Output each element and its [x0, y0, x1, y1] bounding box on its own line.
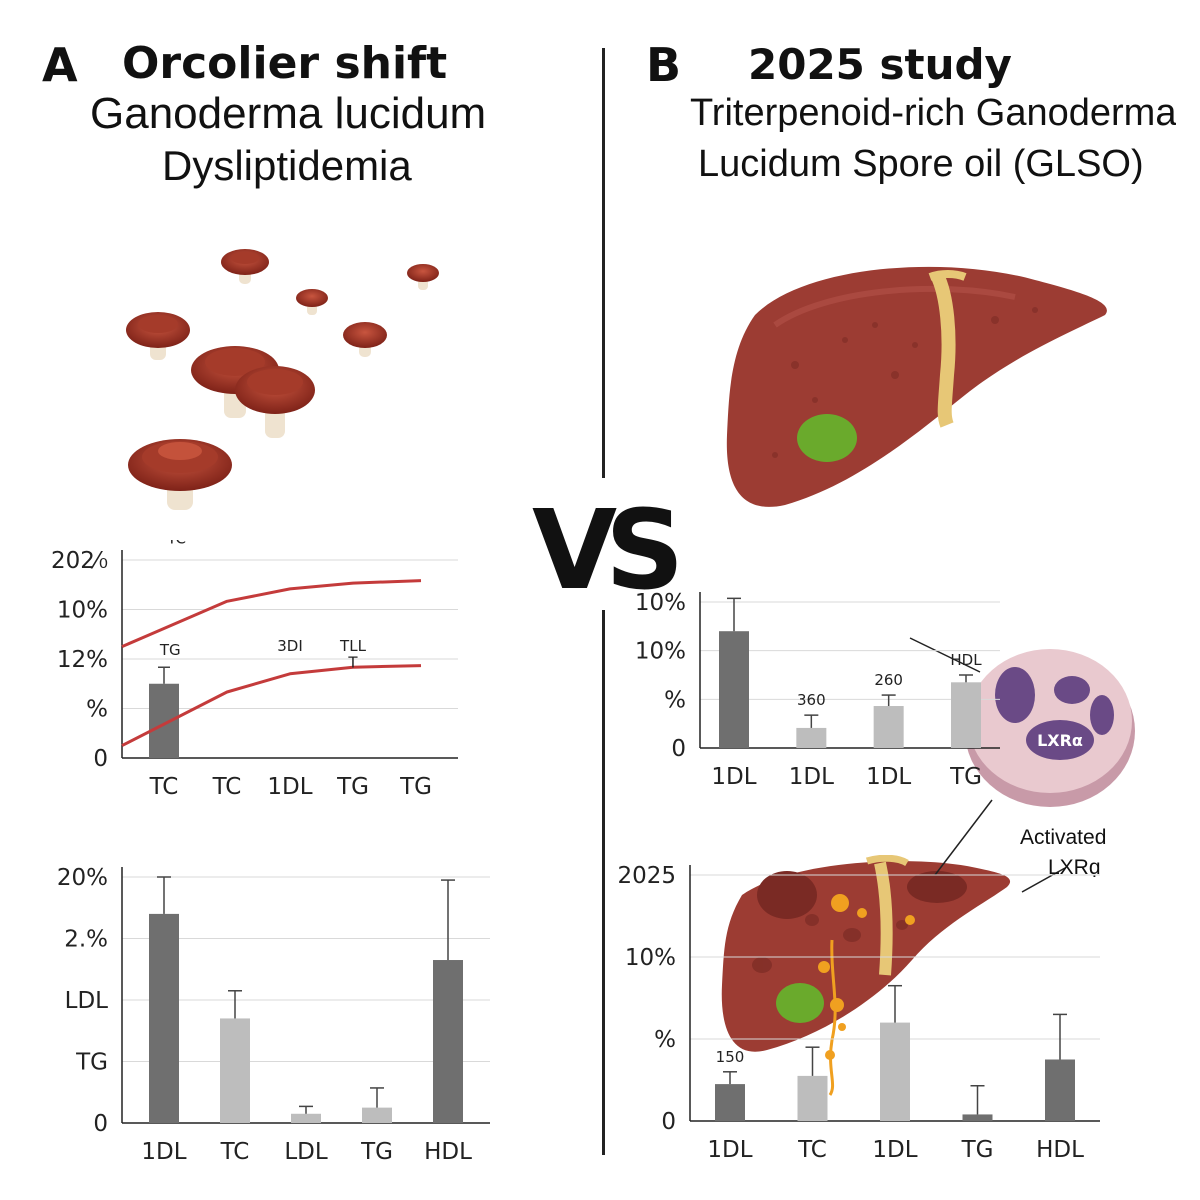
x-category-label: TG: [961, 1137, 994, 1163]
liver-illustration-top: [726, 266, 1107, 507]
mushroom-icon: [343, 322, 387, 357]
x-category-label: 1DL: [267, 774, 312, 800]
bar: [962, 1114, 993, 1121]
y-tick-label: 12%: [57, 647, 108, 673]
series-line: [121, 664, 422, 747]
bar: [149, 683, 179, 758]
x-category-label: TC: [797, 1137, 827, 1163]
x-category-label: TC: [149, 774, 179, 800]
annotation-label: TC: [166, 540, 186, 548]
y-tick-label: 20%: [57, 865, 108, 891]
panel-b-letter: B: [646, 38, 682, 92]
x-category-label: TG: [336, 774, 369, 800]
y-tick-label: TG: [75, 1050, 108, 1076]
panel-a-letter: A: [42, 38, 78, 92]
mushroom-icon: [235, 366, 315, 438]
x-category-label: HDL: [1036, 1137, 1084, 1163]
y-tick-label: 2.%: [64, 927, 108, 953]
bar: [291, 1113, 321, 1123]
mushroom-icon: [126, 312, 190, 360]
annotation-label: T: [347, 653, 358, 671]
x-category-label: TG: [360, 1139, 393, 1165]
divider-bottom: [602, 610, 605, 1155]
annotation-label: TLL: [339, 637, 367, 655]
bar: [797, 1075, 828, 1121]
x-category-label: LDL: [284, 1139, 328, 1165]
bar: [149, 913, 179, 1123]
bar: [715, 1084, 745, 1121]
bar-label: 260: [874, 671, 903, 689]
series-line: [121, 579, 422, 648]
activated-label-line1: Activated: [1020, 826, 1107, 849]
bar-label: 360: [797, 691, 826, 709]
bar: [719, 631, 749, 748]
x-category-label: 1DL: [707, 1137, 752, 1163]
cell-illustration: LXRα: [965, 649, 1135, 807]
y-tick-label: 202⁄₀: [51, 548, 108, 574]
y-tick-label: %: [86, 697, 108, 723]
x-category-label: 1DL: [711, 764, 756, 790]
panel-a-title-line2: Ganoderma lucidum: [90, 89, 487, 138]
x-category-label: 1DL: [866, 764, 911, 790]
vs-label: VS: [532, 486, 684, 614]
mushroom-icon: [221, 249, 269, 284]
bar: [796, 727, 827, 748]
y-tick-label: 10%: [635, 590, 686, 616]
panel-a-title-line1: Orcolier shift: [122, 38, 448, 89]
cell-label: LXRα: [1037, 731, 1083, 750]
x-category-label: TG: [399, 774, 432, 800]
y-tick-label: 0: [93, 746, 108, 772]
y-tick-label: 0: [93, 1111, 108, 1137]
y-tick-label: 10%: [57, 598, 108, 624]
activated-label-line2: LXRɑ̣: [1048, 856, 1101, 879]
bar: [1045, 1059, 1075, 1121]
x-category-label: TC: [220, 1139, 250, 1165]
mushroom-illustration: [126, 249, 439, 510]
chart-b1: 10% 10%% 0 1DL 1DL 360 1DL 260 TG HDL: [635, 590, 1000, 790]
y-tick-label: %: [664, 687, 686, 713]
panel-a-title-line3: Dysliptidemia: [162, 142, 412, 189]
liver-illustration-bottom: [721, 855, 1011, 1096]
x-category-label: TG: [949, 764, 982, 790]
y-tick-label: 10%: [625, 945, 676, 971]
mushroom-icon: [128, 439, 232, 510]
bar-label: HDL: [950, 651, 982, 669]
y-tick-label: LDL: [65, 988, 109, 1014]
bar: [873, 706, 904, 748]
bar: [220, 1018, 250, 1123]
panel-b-title-line2: Triterpenoid-rich Ganoderma: [690, 94, 1177, 132]
annotation-label: 3DI: [277, 637, 303, 655]
x-category-label: 1DL: [872, 1137, 917, 1163]
chart-a2: 20% 2.% LDL TG 0 1DL TC LDL TG HDL: [57, 865, 490, 1165]
y-tick-label: %: [654, 1027, 676, 1053]
mushroom-icon: [407, 264, 439, 290]
bar: [433, 960, 463, 1123]
y-tick-label: 10%: [635, 639, 686, 665]
bar: [951, 682, 981, 748]
mushroom-icon: [296, 289, 328, 315]
panel-b-title-line1: 2025 study: [748, 40, 1012, 89]
bar-label: 150: [716, 1048, 745, 1066]
divider-top: [602, 48, 605, 478]
x-category-label: HDL: [424, 1139, 472, 1165]
annotation-label: TG: [159, 641, 181, 659]
x-category-label: 1DL: [141, 1139, 186, 1165]
panel-b-title-line3: Lucidum Spore oil (GLSO): [698, 143, 1144, 185]
y-tick-label: 0: [671, 736, 686, 762]
y-tick-label: 0: [661, 1109, 676, 1135]
bar: [362, 1107, 392, 1123]
chart-b2: 2025 10%% 0 1DL 150 TC 1DL TG HDL: [617, 863, 1100, 1163]
bar: [880, 1022, 910, 1121]
pointer-lines: [909, 637, 1066, 893]
y-tick-label: 2025: [617, 863, 676, 889]
x-category-label: 1DL: [789, 764, 834, 790]
x-category-label: TC: [212, 774, 242, 800]
